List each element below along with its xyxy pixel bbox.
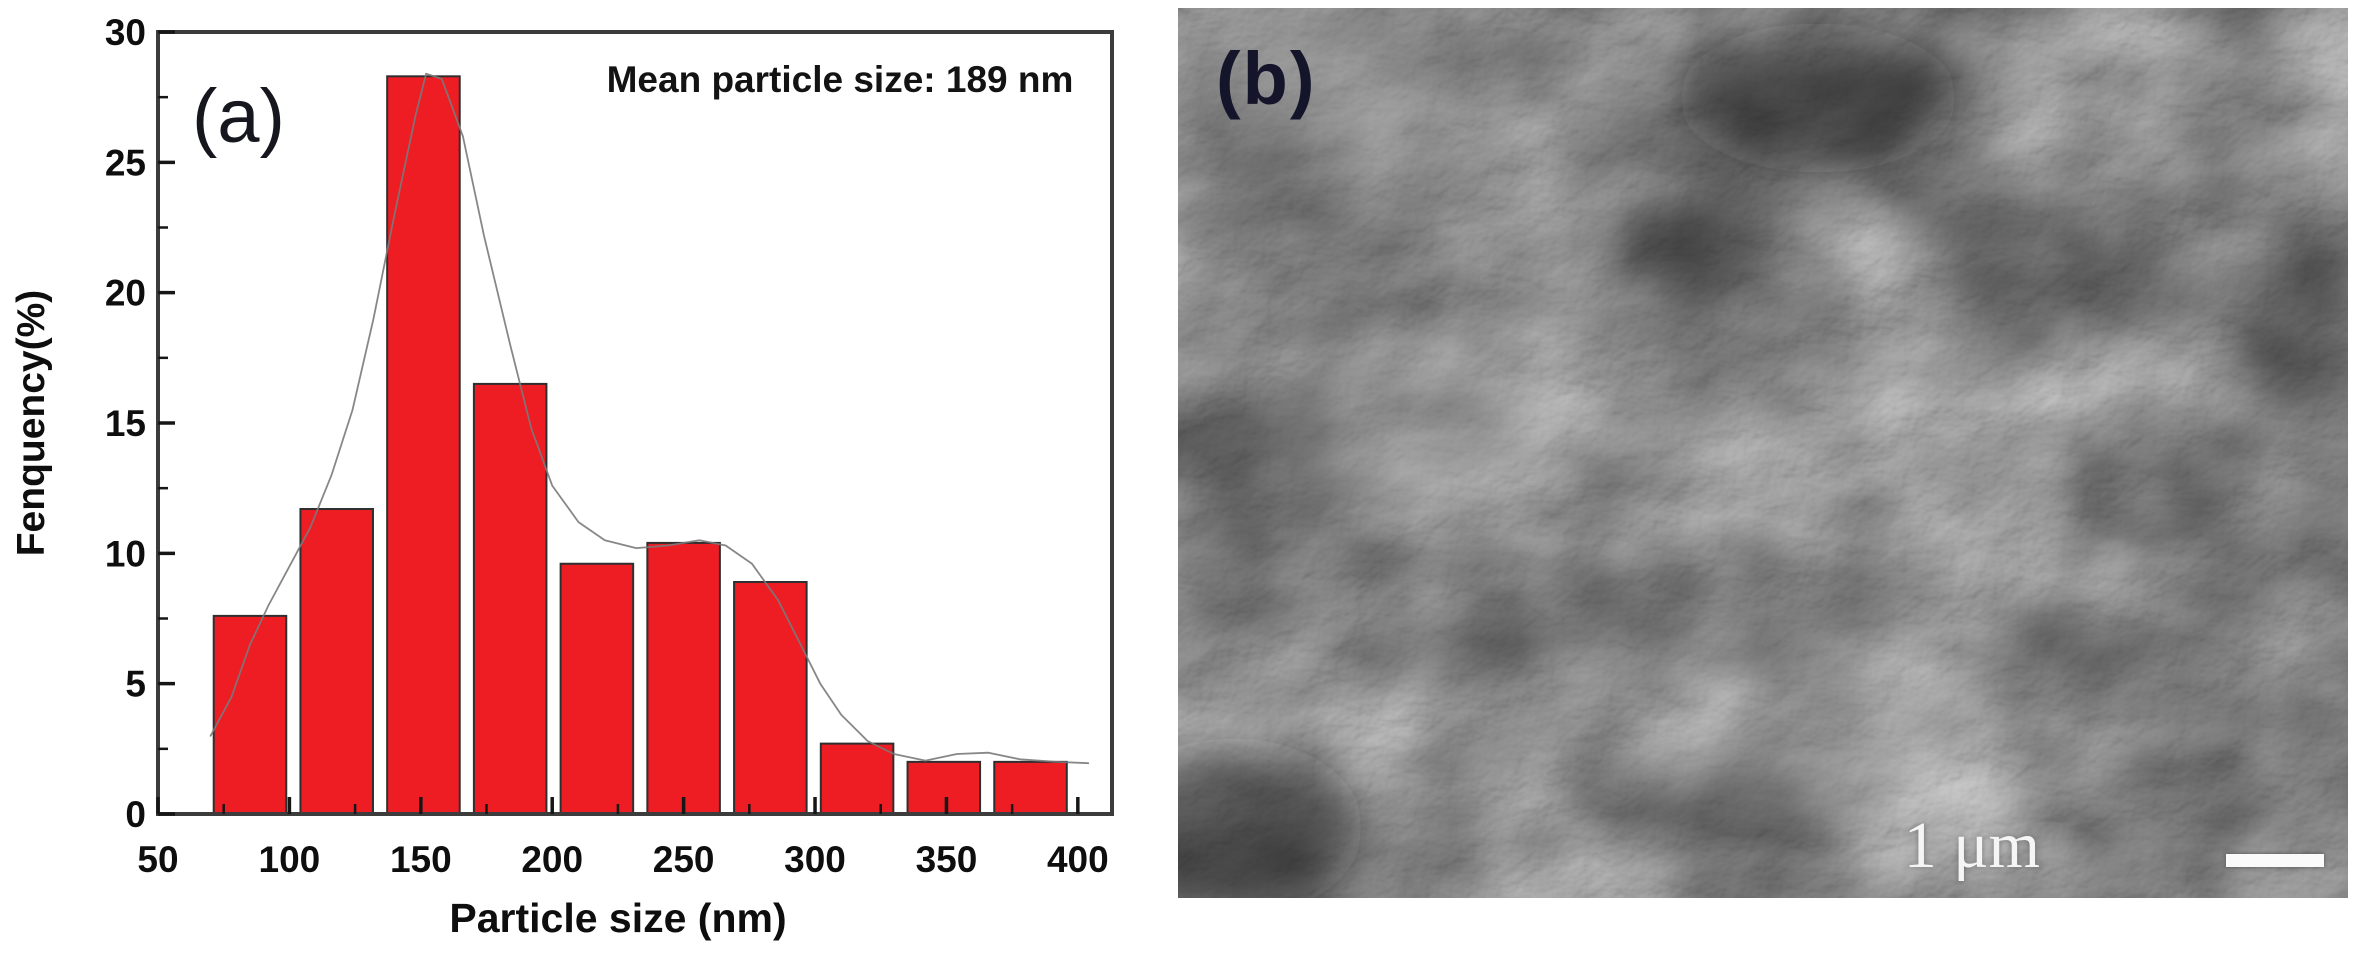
x-tick-label: 150: [390, 839, 452, 880]
sem-dark-voids: [1178, 23, 2348, 898]
panel-a-label: (a): [192, 74, 285, 159]
panel-b-label: (b): [1216, 37, 1317, 120]
sem-bright-patches: [1208, 28, 1958, 818]
y-tick-label: 20: [105, 273, 146, 314]
scale-bar-text: 1 μm: [1903, 809, 2040, 882]
histogram-bar: [733, 581, 808, 815]
histogram-bar: [299, 508, 374, 815]
x-tick-label: 350: [916, 839, 978, 880]
histogram-bar: [559, 562, 635, 816]
y-tick-label: 0: [125, 794, 146, 835]
histogram-bar: [646, 541, 721, 815]
histogram-bar: [819, 742, 895, 815]
histogram-bar: [386, 75, 461, 815]
y-tick-label: 10: [105, 533, 146, 574]
x-tick-label: 300: [784, 839, 846, 880]
mean-particle-size-annotation: Mean particle size: 189 nm: [607, 59, 1074, 100]
y-axis-title: Fenquency(%): [10, 290, 53, 557]
y-tick-label: 25: [105, 142, 146, 183]
histogram-bar: [993, 760, 1068, 815]
x-axis-title: Particle size (nm): [449, 895, 786, 941]
x-tick-label: 50: [137, 839, 178, 880]
x-tick-label: 200: [521, 839, 583, 880]
scale-bar: [2226, 854, 2324, 867]
sem-image-panel: (b) 1 μm: [1178, 8, 2348, 898]
x-tick-label: 250: [653, 839, 715, 880]
histogram-bar: [212, 614, 288, 815]
fit-curve: [209, 72, 1090, 765]
histogram-bar: [906, 760, 982, 815]
y-tick-label: 5: [125, 664, 146, 705]
histogram-dynamic-layer: 50 100 150 200 250 300 350 400 0 5 10 15 20 25 30: [105, 12, 1114, 880]
sem-micrograph: [1178, 8, 2348, 898]
histogram-panel: 50 100 150 200 250 300 350 400 0 5 10 15 20 25 30 (a) …: [0, 0, 1180, 958]
histogram-bar: [472, 382, 548, 815]
x-tick-label: 100: [259, 839, 321, 880]
x-tick-label: 400: [1047, 839, 1109, 880]
y-tick-label: 15: [105, 403, 146, 444]
y-tick-label: 30: [105, 12, 146, 53]
